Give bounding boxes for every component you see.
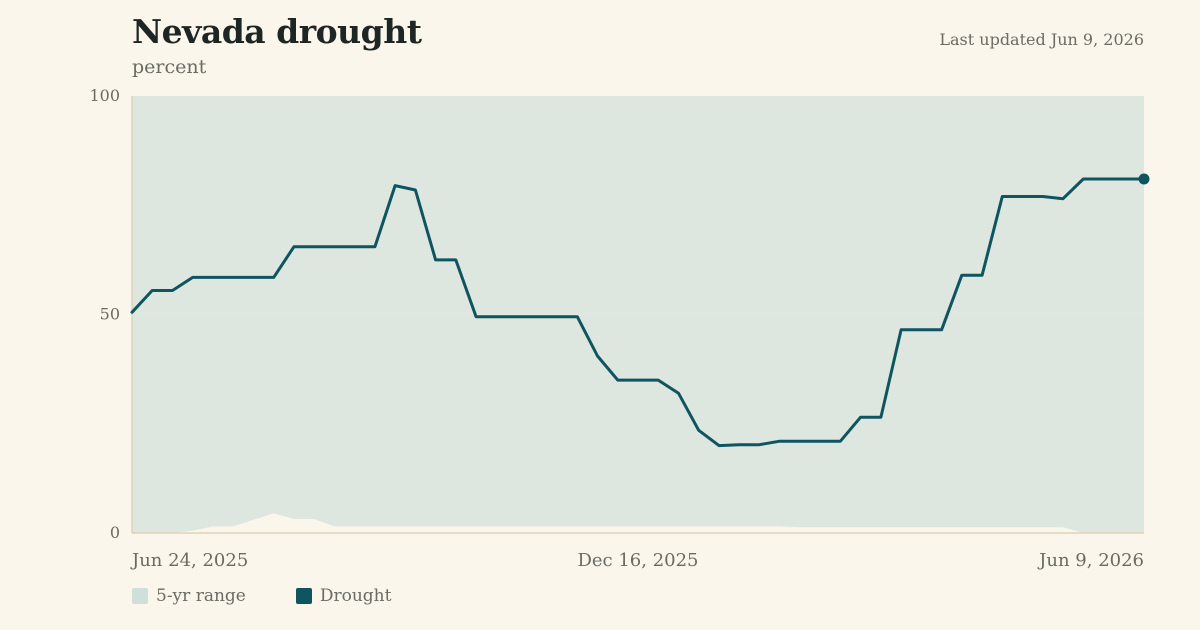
legend-item-drought: Drought <box>295 586 392 606</box>
legend-label-range: 5-yr range <box>156 586 246 606</box>
x-tick-label-1: Dec 16, 2025 <box>577 550 698 571</box>
x-tick-label-2: Jun 9, 2026 <box>1037 550 1144 571</box>
range-swatch <box>132 588 148 604</box>
y-tick-label-0: 0 <box>110 523 120 542</box>
drought-swatch <box>295 588 312 604</box>
drought-chart: 0 50 100 Jun 24, 2025 Dec 16, 2025 Jun 9, 202… <box>89 86 1150 571</box>
legend-label-drought: Drought <box>319 586 392 606</box>
x-tick-label-0: Jun 24, 2025 <box>130 550 248 571</box>
y-tick-label-50: 50 <box>100 305 120 324</box>
axis-layer <box>131 96 1144 534</box>
last-updated-text: Last updated Jun 9, 2026 <box>939 30 1144 49</box>
chart-unit-label: percent <box>132 56 207 78</box>
label-layer: 0 50 100 Jun 24, 2025 Dec 16, 2025 Jun 9, 202… <box>89 86 1144 571</box>
latest-point-marker[interactable] <box>1138 173 1150 185</box>
legend-item-range: 5-yr range <box>132 586 246 606</box>
page-title: Nevada drought <box>132 12 422 51</box>
legend: 5-yr range Drought <box>132 586 441 606</box>
drought-line <box>130 177 1146 448</box>
y-tick-label-100: 100 <box>89 86 120 105</box>
line-layer <box>130 173 1150 448</box>
